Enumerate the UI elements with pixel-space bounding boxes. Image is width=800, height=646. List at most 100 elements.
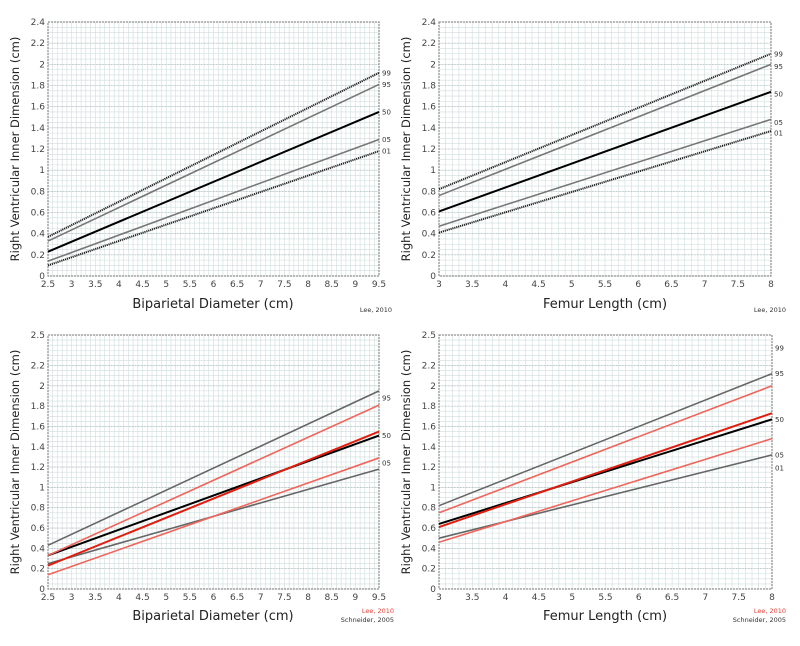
x-tick-label: 4: [116, 593, 122, 603]
credit-lee: Lee, 2010: [360, 306, 392, 314]
chart-bpd-comparison: Biparietal Diameter (cm) Right Ventricul…: [8, 331, 394, 624]
y-axis-label: Right Ventricular Inner Dimension (cm): [8, 37, 22, 262]
y-tick-label: 1: [430, 166, 436, 176]
series-line-lee-p95: [47, 404, 380, 557]
x-tick-label: 9: [352, 593, 358, 603]
y-tick-label: 1: [39, 166, 45, 176]
y-tick-label: 0.8: [422, 504, 437, 514]
y-tick-label: 1.2: [422, 463, 436, 473]
plot-frame: [47, 21, 380, 277]
y-tick-label: 2.2: [31, 361, 45, 371]
percentile-label: 05: [775, 451, 784, 459]
y-tick-label: 0.8: [422, 187, 437, 197]
y-tick-label: 2.2: [31, 39, 45, 49]
percentile-label: 01: [382, 148, 391, 156]
y-tick-label: 2: [39, 382, 45, 392]
y-tick-label: 2.2: [422, 361, 436, 371]
x-tick-label: 6: [636, 593, 642, 603]
y-tick-label: 1.6: [31, 103, 46, 113]
series-line-lee-p50: [438, 412, 773, 528]
y-tick-label: 0: [39, 272, 45, 282]
y-tick-label: 1: [430, 483, 436, 493]
series-line-lee-p95: [47, 83, 380, 242]
x-tick-label: 5: [569, 593, 575, 603]
percentile-label: 50: [775, 416, 784, 424]
x-tick-label: 2.5: [41, 593, 55, 603]
grid: [47, 21, 380, 277]
x-tick-label: 7.5: [277, 280, 291, 290]
credit-schneider: Schneider, 2005: [341, 616, 394, 624]
x-tick-label: 7.5: [732, 593, 746, 603]
credit-lee: Lee, 2010: [754, 607, 786, 615]
y-tick-label: 0.4: [422, 230, 437, 240]
series-line-schneider-p50: [47, 434, 380, 557]
x-tick-label: 8: [305, 280, 311, 290]
x-tick-label: 6.5: [230, 280, 244, 290]
percentile-label: 50: [382, 108, 391, 116]
y-tick-label: 0: [39, 585, 45, 595]
percentile-label: 99: [382, 69, 391, 77]
y-tick-label: 2.4: [31, 18, 46, 28]
x-tick-label: 5: [569, 280, 575, 290]
grid: [438, 334, 773, 590]
series-line-lee-p05: [438, 437, 773, 544]
plot-frame: [47, 334, 380, 590]
y-tick-label: 1.4: [422, 443, 437, 453]
y-tick-label: 0.6: [31, 524, 46, 534]
grid: [47, 334, 380, 590]
y-axis-label: Right Ventricular Inner Dimension (cm): [399, 37, 413, 262]
percentile-label: 99: [774, 50, 783, 58]
percentile-label: 01: [774, 130, 783, 138]
x-tick-label: 6.5: [230, 593, 244, 603]
y-tick-label: 0.6: [422, 524, 437, 534]
y-tick-label: 2.5: [422, 331, 436, 341]
x-axis-label: Biparietal Diameter (cm): [132, 609, 293, 624]
chart-femur-lee: Femur Length (cm) Right Ventricular Inne…: [399, 18, 786, 314]
x-tick-label: 6: [635, 280, 641, 290]
credit-schneider: Schneider, 2005: [733, 616, 786, 624]
percentile-label: 05: [774, 119, 783, 127]
y-tick-label: 1.8: [422, 82, 437, 92]
x-tick-label: 3.5: [88, 593, 102, 603]
x-tick-label: 4.5: [532, 593, 546, 603]
series-line-lee-p95: [438, 385, 773, 514]
plot-frame: [438, 21, 772, 277]
percentile-label: 95: [775, 370, 784, 378]
percentile-label: 05: [382, 460, 391, 468]
percentile-label: 95: [774, 63, 783, 71]
percentile-label: 95: [382, 81, 391, 89]
series-line-schneider-p95: [47, 390, 380, 547]
x-axis-label: Femur Length (cm): [543, 297, 667, 312]
x-tick-label: 7.5: [731, 280, 745, 290]
y-tick-label: 1.4: [31, 443, 46, 453]
y-tick-label: 1.6: [422, 422, 437, 432]
percentile-label: 05: [382, 136, 391, 144]
x-tick-label: 8: [768, 280, 774, 290]
x-tick-label: 5.5: [598, 593, 612, 603]
x-tick-label: 7: [702, 280, 708, 290]
x-tick-label: 3.5: [88, 280, 102, 290]
x-tick-label: 3: [69, 593, 75, 603]
y-tick-label: 2: [39, 60, 45, 70]
y-axis-label: Right Ventricular Inner Dimension (cm): [399, 350, 413, 575]
series-line-lee-p01: [47, 150, 380, 267]
y-tick-label: 0.4: [31, 544, 46, 554]
series-line-lee-p99: [47, 71, 380, 238]
y-tick-label: 2.5: [31, 331, 45, 341]
grid: [438, 21, 772, 277]
x-tick-label: 9.5: [372, 593, 386, 603]
x-tick-label: 6.5: [665, 593, 679, 603]
x-axis-label: Biparietal Diameter (cm): [132, 297, 293, 312]
y-tick-label: 0: [430, 272, 436, 282]
chart-femur-comparison: Femur Length (cm) Right Ventricular Inne…: [399, 331, 786, 624]
y-tick-label: 2.2: [422, 39, 436, 49]
x-tick-label: 9.5: [372, 280, 386, 290]
percentile-label: 95: [382, 394, 391, 402]
series-line-schneider-p95: [438, 372, 773, 507]
series-line-lee-p50: [438, 90, 772, 213]
series-line-lee-p50: [47, 111, 380, 253]
series-line-schneider-p50: [438, 418, 773, 525]
y-tick-label: 0.2: [422, 251, 436, 261]
y-tick-label: 1.6: [422, 103, 437, 113]
y-tick-label: 2: [430, 382, 436, 392]
